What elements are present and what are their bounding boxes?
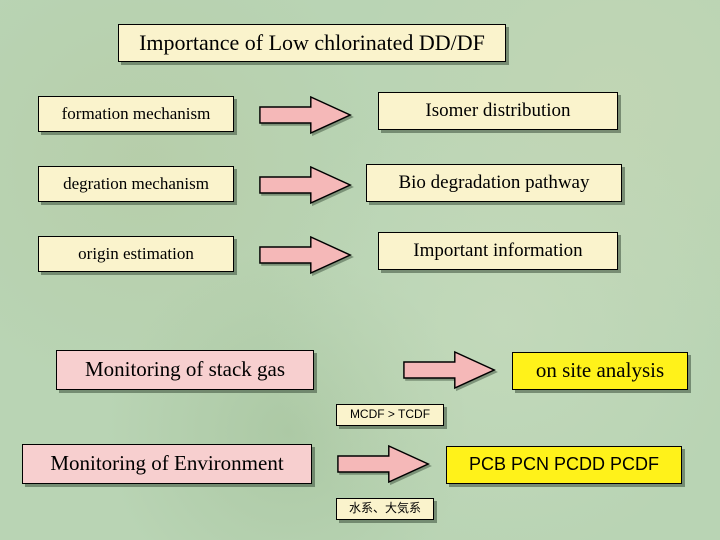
row-4-left-box: Monitoring of Environment	[22, 444, 312, 484]
row-2-left-box: origin estimation	[38, 236, 234, 272]
row-3-arrow-icon	[402, 350, 498, 390]
row-1-left-box: degration mechanism	[38, 166, 234, 202]
row-0-left-box: formation mechanism	[38, 96, 234, 132]
row-3-right-box: on site analysis	[512, 352, 688, 390]
row-2-right-box: Important information	[378, 232, 618, 270]
row-1-right-box: Bio degradation pathway	[366, 164, 622, 202]
row-4-right-box: PCB PCN PCDD PCDF	[446, 446, 682, 484]
row-0-right-box: Isomer distribution	[378, 92, 618, 130]
row-0-arrow-icon	[258, 95, 354, 135]
title-box: Importance of Low chlorinated DD/DF	[118, 24, 506, 62]
row-2-arrow-icon	[258, 235, 354, 275]
small-label-1: 水系、大気系	[336, 498, 434, 520]
row-3-left-box: Monitoring of stack gas	[56, 350, 314, 390]
row-4-arrow-icon	[336, 444, 432, 484]
small-label-0: MCDF > TCDF	[336, 404, 444, 426]
row-1-arrow-icon	[258, 165, 354, 205]
